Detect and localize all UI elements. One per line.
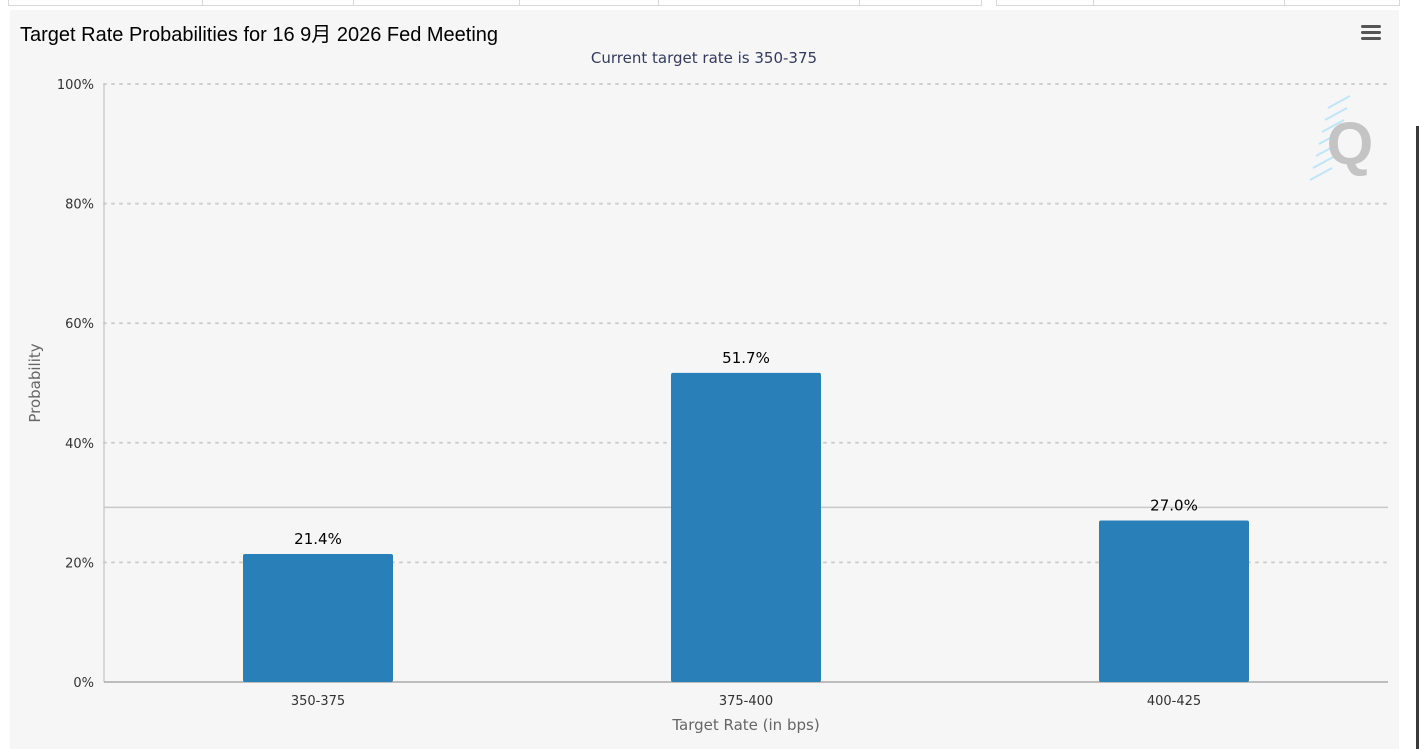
- bars: [243, 372, 1249, 682]
- x-tick-label: 350-375: [291, 694, 345, 709]
- top-table-cell: [519, 0, 658, 6]
- y-tick-label: 60%: [65, 317, 94, 332]
- bar: [671, 372, 821, 682]
- quikstrike-logo-icon: Q: [1309, 95, 1374, 181]
- x-tick-label: 400-425: [1147, 694, 1201, 709]
- logo-streak: [1315, 143, 1339, 157]
- top-table-cell: [859, 0, 982, 6]
- top-table-cell: [202, 0, 353, 6]
- y-tick-label: 0%: [73, 676, 94, 691]
- top-table-cell: [1093, 0, 1284, 6]
- data-label: 21.4%: [294, 530, 342, 548]
- top-table-cell: [8, 0, 202, 6]
- bar: [243, 554, 393, 682]
- data-label: 51.7%: [722, 349, 770, 367]
- top-table-cell: [353, 0, 519, 6]
- chart-subtitle: Current target rate is 350-375: [590, 49, 818, 67]
- data-label: 27.0%: [1150, 497, 1198, 515]
- y-axis-title: Probability: [26, 343, 44, 422]
- logo-streak: [1324, 107, 1348, 121]
- logo-streak: [1309, 167, 1333, 181]
- hamburger-menu-icon[interactable]: [1359, 22, 1383, 44]
- y-tick-label: 80%: [65, 198, 94, 213]
- bar: [1099, 520, 1249, 682]
- menu-bar: [1361, 37, 1381, 40]
- y-tick-label: 100%: [57, 78, 94, 93]
- x-tick-label: 375-400: [719, 694, 773, 709]
- top-table-strip: [0, 0, 1419, 8]
- x-axis-title: Target Rate (in bps): [671, 716, 819, 734]
- y-tick-label: 40%: [65, 437, 94, 452]
- y-tick-label: 20%: [65, 556, 94, 571]
- menu-bar: [1361, 31, 1381, 34]
- logo-streak: [1318, 131, 1342, 145]
- logo-streak: [1327, 95, 1351, 109]
- top-table-cell: [996, 0, 1093, 6]
- labels: 0% 20% 40% 60% 80% 100% 21.4% 350-375 51.7% 375-4…: [26, 78, 1201, 734]
- logo-streak: [1321, 119, 1345, 133]
- logo-streak: [1312, 155, 1336, 169]
- chart-title: Target Rate Probabilities for 16 9月 2026…: [20, 24, 499, 46]
- scrollbar[interactable]: [1416, 126, 1419, 749]
- menu-bar: [1361, 25, 1381, 28]
- logo-letter: Q: [1327, 110, 1374, 177]
- top-table-cell: [658, 0, 859, 6]
- top-table-cell: [1284, 0, 1400, 6]
